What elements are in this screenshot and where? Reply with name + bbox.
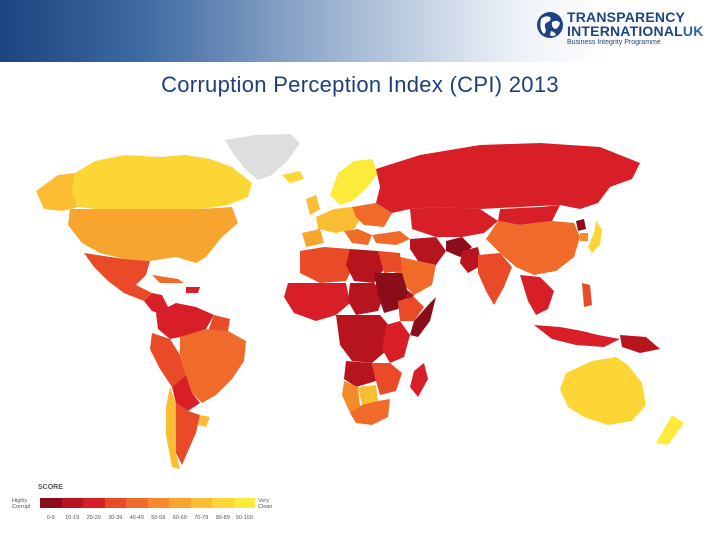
score-legend: SCORE Highly Corrupt Very Clean 0-9 10-19… <box>10 484 290 536</box>
legend-tick-30-39: 30-39 <box>108 515 123 521</box>
region-new-zealand <box>656 415 684 445</box>
legend-tick-90-100: 90-100 <box>235 515 253 521</box>
region-greenland <box>225 134 300 180</box>
region-saudi-arabia <box>392 255 436 295</box>
region-brazil <box>180 329 246 403</box>
legend-tick-10-19: 10-19 <box>65 515 80 521</box>
region-botswana <box>358 385 378 405</box>
region-western-europe <box>316 207 362 233</box>
region-india <box>478 253 512 305</box>
region-uk <box>306 195 320 215</box>
region-chad <box>348 283 384 315</box>
legend-swatch-80-89 <box>212 498 234 508</box>
legend-tick-0-9: 0-9 <box>46 515 55 521</box>
region-mexico <box>84 253 152 301</box>
legend-swatch-40-49 <box>126 498 148 508</box>
region-namibia <box>342 381 360 413</box>
region-canada <box>72 155 252 209</box>
region-philippines <box>582 283 592 307</box>
legend-tick-40-49: 40-49 <box>129 515 144 521</box>
legend-swatch-90-100 <box>233 498 255 508</box>
region-egypt <box>378 251 402 273</box>
region-guianas <box>208 315 230 331</box>
region-morocco-algeria <box>300 247 354 283</box>
page-title: Corruption Perception Index (CPI) 2013 <box>161 72 559 97</box>
legend-swatch-60-69 <box>169 498 191 508</box>
logo-text-international: INTERNATIONAL <box>567 23 683 39</box>
region-scandinavia <box>330 159 378 205</box>
region-bolivia-paraguay <box>172 375 200 411</box>
region-mongolia <box>498 205 560 225</box>
legend-swatch-20-29 <box>83 498 105 508</box>
region-china <box>486 221 580 275</box>
region-iceland <box>282 171 304 183</box>
legend-ticks: 0-9 10-19 20-29 30-39 40-49 50-59 60-69 70-79 80… <box>40 515 255 521</box>
region-usa <box>68 207 238 263</box>
region-alaska <box>36 173 78 211</box>
region-southeast-africa <box>372 363 402 395</box>
legend-swatch-50-59 <box>147 498 169 508</box>
legend-tick-70-79: 70-79 <box>194 515 209 521</box>
globe-icon <box>537 12 563 38</box>
legend-swatch-10-19 <box>61 498 83 508</box>
region-ethiopia <box>398 297 424 321</box>
legend-tick-50-59: 50-59 <box>151 515 166 521</box>
world-map <box>36 134 684 469</box>
legend-color-bar <box>40 498 255 508</box>
region-south-korea <box>580 233 588 241</box>
region-central-america <box>144 293 168 315</box>
region-south-africa <box>350 399 390 425</box>
region-australia <box>560 357 646 425</box>
logo-text-line2: INTERNATIONALUK <box>567 23 704 39</box>
logo-text-line1: TRANSPARENCY <box>567 9 686 25</box>
region-somalia <box>410 297 436 337</box>
transparency-international-logo: TRANSPARENCY INTERNATIONALUK Business In… <box>535 8 715 50</box>
legend-tick-80-89: 80-89 <box>215 515 230 521</box>
region-papua <box>620 335 660 353</box>
region-uruguay <box>198 415 210 427</box>
region-eastern-europe <box>352 203 392 227</box>
region-pakistan <box>460 247 482 273</box>
logo-text-uk: UK <box>682 23 704 39</box>
region-chile <box>166 387 180 469</box>
logo-tagline: Business Integrity Programme <box>567 39 661 46</box>
region-iberia <box>302 229 324 247</box>
region-central-africa <box>336 315 392 363</box>
region-southeast-asia <box>520 275 554 315</box>
region-cuba <box>152 275 184 283</box>
region-central-asia <box>410 207 498 237</box>
region-italy-balkans <box>344 229 372 245</box>
region-turkey <box>372 231 410 245</box>
header-band <box>0 0 720 62</box>
region-hispaniola <box>186 287 200 293</box>
legend-tick-20-29: 20-29 <box>86 515 101 521</box>
region-colombia-venezuela <box>156 303 214 339</box>
region-russia <box>376 143 640 213</box>
legend-swatch-0-9 <box>40 498 62 508</box>
region-peru <box>150 333 186 387</box>
legend-swatch-70-79 <box>190 498 212 508</box>
region-argentina <box>176 403 200 465</box>
region-north-korea <box>576 219 586 231</box>
legend-tick-60-69: 60-69 <box>172 515 187 521</box>
region-west-africa <box>284 283 350 321</box>
region-madagascar <box>410 363 428 397</box>
region-japan <box>588 221 602 253</box>
region-indonesia <box>534 325 620 347</box>
legend-title: SCORE <box>38 484 63 491</box>
region-iran <box>410 237 446 265</box>
legend-low-label: Highly Corrupt <box>12 498 31 510</box>
region-angola <box>344 361 376 387</box>
legend-swatch-30-39 <box>104 498 126 508</box>
region-east-africa <box>382 321 410 363</box>
legend-high-label: Very Clean <box>258 498 273 510</box>
